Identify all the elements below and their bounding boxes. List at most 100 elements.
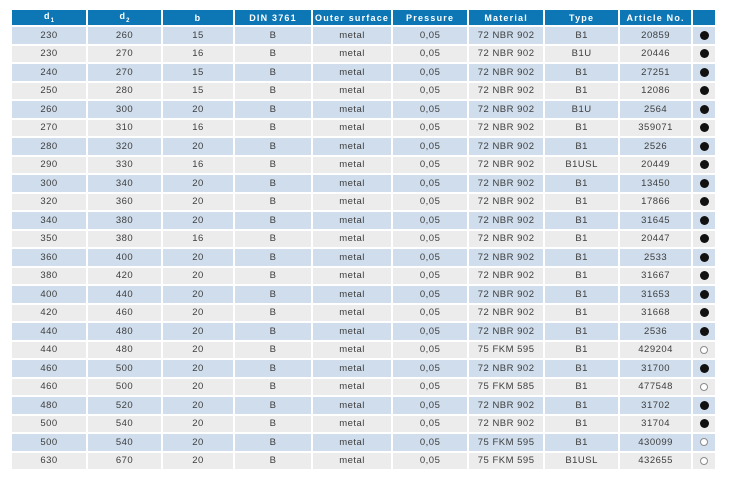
cell-availability	[693, 119, 716, 136]
cell-din: B	[235, 434, 311, 451]
cell-article-no: 2536	[620, 323, 692, 340]
cell-din: B	[235, 286, 311, 303]
cell-d1: 350	[12, 230, 86, 247]
cell-d2: 380	[88, 230, 161, 247]
cell-din: B	[235, 82, 311, 99]
cell-type: B1USL	[545, 452, 619, 469]
cell-type: B1	[545, 397, 619, 414]
cell-outer-surface: metal	[313, 415, 392, 432]
cell-d1: 460	[12, 360, 86, 377]
cell-material: 75 FKM 585	[469, 378, 544, 395]
cell-pressure: 0,05	[393, 249, 468, 266]
cell-b: 20	[163, 193, 233, 210]
cell-outer-surface: metal	[313, 101, 392, 118]
cell-din: B	[235, 27, 311, 44]
cell-article-no: 432655	[620, 452, 692, 469]
filled-circle-icon	[699, 86, 709, 96]
cell-availability	[693, 341, 716, 358]
cell-d1: 340	[12, 212, 86, 229]
filled-circle-icon	[699, 289, 709, 299]
catalog-page: d1 d2 b DIN 3761 Outer surface Pressure …	[0, 8, 734, 471]
cell-pressure: 0,05	[393, 341, 468, 358]
cell-article-no: 20446	[620, 45, 692, 62]
cell-type: B1	[545, 212, 619, 229]
cell-material: 72 NBR 902	[469, 175, 544, 192]
cell-b: 20	[163, 341, 233, 358]
cell-d2: 500	[88, 378, 161, 395]
cell-d2: 330	[88, 156, 161, 173]
cell-d2: 440	[88, 286, 161, 303]
cell-article-no: 17866	[620, 193, 692, 210]
col-header-b: b	[163, 10, 233, 25]
filled-circle-icon	[699, 271, 709, 281]
cell-din: B	[235, 378, 311, 395]
cell-outer-surface: metal	[313, 323, 392, 340]
cell-pressure: 0,05	[393, 452, 468, 469]
cell-b: 20	[163, 415, 233, 432]
cell-b: 20	[163, 175, 233, 192]
cell-d1: 380	[12, 267, 86, 284]
col-header-material: Material	[469, 10, 544, 25]
cell-pressure: 0,05	[393, 193, 468, 210]
cell-article-no: 31667	[620, 267, 692, 284]
cell-type: B1	[545, 138, 619, 155]
filled-circle-icon	[699, 197, 709, 207]
cell-type: B1	[545, 249, 619, 266]
cell-b: 15	[163, 64, 233, 81]
cell-d2: 480	[88, 341, 161, 358]
cell-type: B1	[545, 230, 619, 247]
cell-d1: 270	[12, 119, 86, 136]
cell-b: 16	[163, 156, 233, 173]
cell-pressure: 0,05	[393, 397, 468, 414]
cell-b: 20	[163, 249, 233, 266]
cell-pressure: 0,05	[393, 378, 468, 395]
cell-outer-surface: metal	[313, 230, 392, 247]
cell-outer-surface: metal	[313, 378, 392, 395]
cell-article-no: 12086	[620, 82, 692, 99]
cell-d1: 260	[12, 101, 86, 118]
cell-type: B1	[545, 378, 619, 395]
cell-outer-surface: metal	[313, 156, 392, 173]
cell-availability	[693, 156, 716, 173]
cell-pressure: 0,05	[393, 267, 468, 284]
filled-circle-icon	[699, 123, 709, 133]
col-header-outer-surface: Outer surface	[313, 10, 392, 25]
open-circle-icon	[700, 456, 709, 465]
cell-b: 20	[163, 212, 233, 229]
cell-din: B	[235, 230, 311, 247]
cell-availability	[693, 212, 716, 229]
cell-din: B	[235, 323, 311, 340]
col-header-availability	[693, 10, 716, 25]
cell-b: 20	[163, 434, 233, 451]
cell-pressure: 0,05	[393, 286, 468, 303]
cell-type: B1	[545, 119, 619, 136]
cell-d2: 360	[88, 193, 161, 210]
cell-din: B	[235, 452, 311, 469]
cell-d1: 230	[12, 45, 86, 62]
cell-type: B1	[545, 434, 619, 451]
filled-circle-icon	[699, 160, 709, 170]
cell-type: B1	[545, 175, 619, 192]
cell-outer-surface: metal	[313, 119, 392, 136]
cell-availability	[693, 82, 716, 99]
cell-article-no: 20859	[620, 27, 692, 44]
cell-material: 72 NBR 902	[469, 82, 544, 99]
cell-material: 72 NBR 902	[469, 212, 544, 229]
cell-type: B1	[545, 323, 619, 340]
cell-pressure: 0,05	[393, 101, 468, 118]
cell-d1: 280	[12, 138, 86, 155]
cell-article-no: 31704	[620, 415, 692, 432]
cell-article-no: 31700	[620, 360, 692, 377]
cell-outer-surface: metal	[313, 434, 392, 451]
